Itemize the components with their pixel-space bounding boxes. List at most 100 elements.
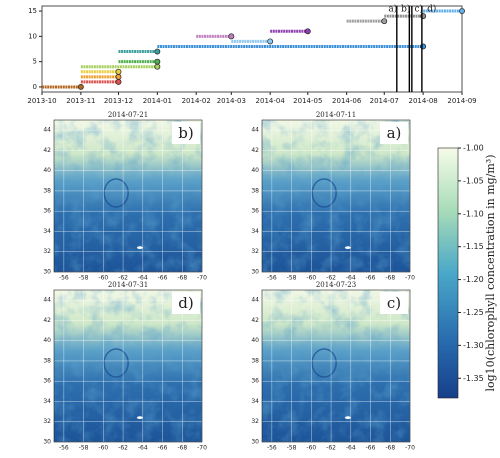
x-tick-label: -64 <box>346 445 356 452</box>
y-tick-label: 5 <box>33 58 37 66</box>
label-box <box>172 122 200 144</box>
y-tick-label: 40 <box>251 167 259 174</box>
island <box>136 246 143 250</box>
y-tick-label: 10 <box>28 32 37 40</box>
island <box>344 416 351 420</box>
map-title: 2014-07-23 <box>316 281 356 289</box>
y-tick-label: 38 <box>251 187 259 194</box>
date-line-label: d) <box>427 4 436 15</box>
y-tick-label: 36 <box>43 208 51 215</box>
y-tick-label: 34 <box>251 398 259 405</box>
y-tick-label: 30 <box>251 439 259 446</box>
track-end <box>115 73 122 80</box>
map-title: 2014-07-31 <box>108 281 148 289</box>
track-end <box>115 78 122 85</box>
track-end <box>154 58 161 65</box>
x-tick-label: -60 <box>98 275 108 282</box>
track-end <box>267 38 274 45</box>
x-tick-label: 2014-02 <box>182 97 211 105</box>
y-tick-label: 44 <box>43 127 51 134</box>
map-title: 2014-07-21 <box>108 111 148 119</box>
track-end <box>459 8 465 15</box>
eddy <box>103 178 129 208</box>
x-tick-label: -66 <box>158 275 168 282</box>
panel-label: b) <box>178 124 193 142</box>
colorbar-tick-label: -1.35 <box>463 374 484 383</box>
colorbar-tick-label: -1.30 <box>463 341 484 350</box>
y-tick-label: 44 <box>251 127 259 134</box>
x-tick-label: 2014-04 <box>256 97 286 105</box>
colorbar-label: log10(chlorophyll concentration in mg/m³… <box>484 154 497 391</box>
y-tick-label: 42 <box>251 147 259 154</box>
y-tick-label: 36 <box>43 378 51 385</box>
y-tick-label: 34 <box>43 398 51 405</box>
x-tick-label: 2013-12 <box>104 97 133 105</box>
x-tick-label: 2014-08 <box>409 97 438 105</box>
y-tick-label: 30 <box>251 269 259 276</box>
label-box <box>380 292 408 314</box>
date-line-label: c) <box>415 4 424 15</box>
x-tick-label: -70 <box>405 275 415 282</box>
x-tick-label: -66 <box>366 445 376 452</box>
y-tick-label: 40 <box>43 337 51 344</box>
y-tick-label: 40 <box>251 337 259 344</box>
x-tick-label: -68 <box>177 275 187 282</box>
x-tick-label: -60 <box>306 275 316 282</box>
colorbar-tick-label: -1.20 <box>463 275 484 284</box>
plot-frame <box>41 5 463 93</box>
x-tick-label: -64 <box>138 275 148 282</box>
y-tick-label: 30 <box>43 269 51 276</box>
island <box>136 416 143 420</box>
x-tick-label: -62 <box>118 275 128 282</box>
track-end <box>77 83 84 90</box>
x-tick-label: -56 <box>59 445 69 452</box>
colorbar <box>437 147 459 399</box>
colorbar-tick-label: -1.00 <box>463 144 484 153</box>
track-end <box>228 33 235 40</box>
y-tick-label: 40 <box>43 167 51 174</box>
map-frame <box>261 289 411 443</box>
y-tick-label: 32 <box>43 248 51 255</box>
x-tick-label: -66 <box>158 445 168 452</box>
map-title: 2014-07-11 <box>316 111 356 119</box>
x-tick-label: -56 <box>267 275 277 282</box>
eddy <box>311 178 337 208</box>
x-tick-label: 2014-01 <box>143 97 172 105</box>
map-frame <box>53 119 203 273</box>
x-tick-label: -64 <box>346 275 356 282</box>
track-end <box>154 48 161 55</box>
y-tick-label: 36 <box>251 378 259 385</box>
x-tick-label: -60 <box>306 445 316 452</box>
x-tick-label: -70 <box>405 445 415 452</box>
x-tick-label: -58 <box>79 275 89 282</box>
y-tick-label: 42 <box>43 317 51 324</box>
x-tick-label: -70 <box>197 445 207 452</box>
colorbar-tick-label: -1.25 <box>463 308 484 317</box>
y-tick-label: 32 <box>43 418 51 425</box>
label-box <box>172 292 200 314</box>
x-tick-label: -68 <box>385 275 395 282</box>
y-tick-label: 34 <box>43 228 51 235</box>
colorbar-tick-label: -1.15 <box>463 242 484 251</box>
x-tick-label: -66 <box>366 275 376 282</box>
x-tick-label: 2014-07 <box>370 97 399 105</box>
y-tick-label: 38 <box>251 357 259 364</box>
map-frame <box>53 289 203 443</box>
date-line-label: a) <box>388 4 397 15</box>
y-tick-label: 32 <box>251 418 259 425</box>
y-tick-label: 0 <box>33 83 37 91</box>
x-tick-label: -64 <box>138 445 148 452</box>
track-end <box>381 18 388 25</box>
y-tick-label: 36 <box>251 208 259 215</box>
y-tick-label: 32 <box>251 248 259 255</box>
y-tick-label: 44 <box>43 297 51 304</box>
y-tick-label: 34 <box>251 228 259 235</box>
y-tick-label: 38 <box>43 187 51 194</box>
eddy <box>103 348 129 378</box>
y-tick-label: 42 <box>43 147 51 154</box>
x-tick-label: -62 <box>118 445 128 452</box>
y-tick-label: 15 <box>28 7 37 15</box>
x-tick-label: 2014-05 <box>293 97 322 105</box>
x-tick-label: -56 <box>59 275 69 282</box>
